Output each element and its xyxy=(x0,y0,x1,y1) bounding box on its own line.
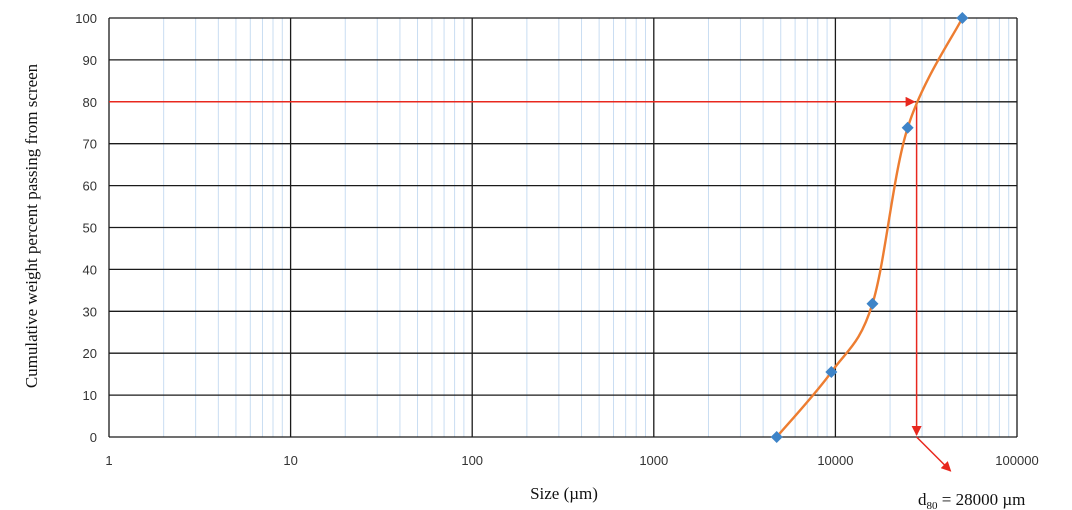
x-tick-label: 100 xyxy=(461,453,483,468)
major-gridlines xyxy=(108,17,1018,438)
data-point-marker xyxy=(825,366,838,379)
x-tick-label: 100000 xyxy=(995,453,1038,468)
y-tick-label: 0 xyxy=(90,430,97,445)
x-tick-label: 10 xyxy=(283,453,297,468)
d80-label-main: d xyxy=(918,490,927,509)
y-tick-label: 90 xyxy=(83,53,97,68)
x-tick-label: 1 xyxy=(105,453,112,468)
series-line xyxy=(775,17,964,438)
d80-label-value: = 28000 µm xyxy=(938,490,1026,509)
data-point-marker xyxy=(956,12,969,24)
data-point-marker xyxy=(901,121,914,134)
y-tick-label: 60 xyxy=(83,179,97,194)
y-tick-label: 70 xyxy=(83,137,97,152)
data-point-marker xyxy=(866,297,879,310)
y-tick-label: 50 xyxy=(83,221,97,236)
x-tick-label: 10000 xyxy=(817,453,853,468)
x-axis-ticks: 1 10 100 1000 10000 100000 xyxy=(105,453,1038,468)
y-tick-label: 30 xyxy=(83,304,97,319)
diagonal-d80-arrow xyxy=(916,436,952,472)
x-tick-label: 1000 xyxy=(639,453,668,468)
y-axis-ticks: 0 10 20 30 40 50 60 70 80 90 100 xyxy=(75,11,97,445)
x-axis-title: Size (µm) xyxy=(530,484,598,503)
d80-label-subscript: 80 xyxy=(927,500,939,510)
y-tick-label: 20 xyxy=(83,346,97,361)
series-layer xyxy=(770,12,969,443)
y-tick-label: 100 xyxy=(75,11,97,26)
y-tick-label: 10 xyxy=(83,388,97,403)
y-tick-label: 40 xyxy=(83,262,97,277)
d80-label: d80 = 28000 µm xyxy=(918,490,1025,510)
d80-annotation: d80 = 28000 µm xyxy=(109,96,1025,510)
y-tick-label: 80 xyxy=(83,95,97,110)
y-axis-title: Cumulative weight percent passing from s… xyxy=(22,63,41,388)
data-point-marker xyxy=(770,431,783,443)
